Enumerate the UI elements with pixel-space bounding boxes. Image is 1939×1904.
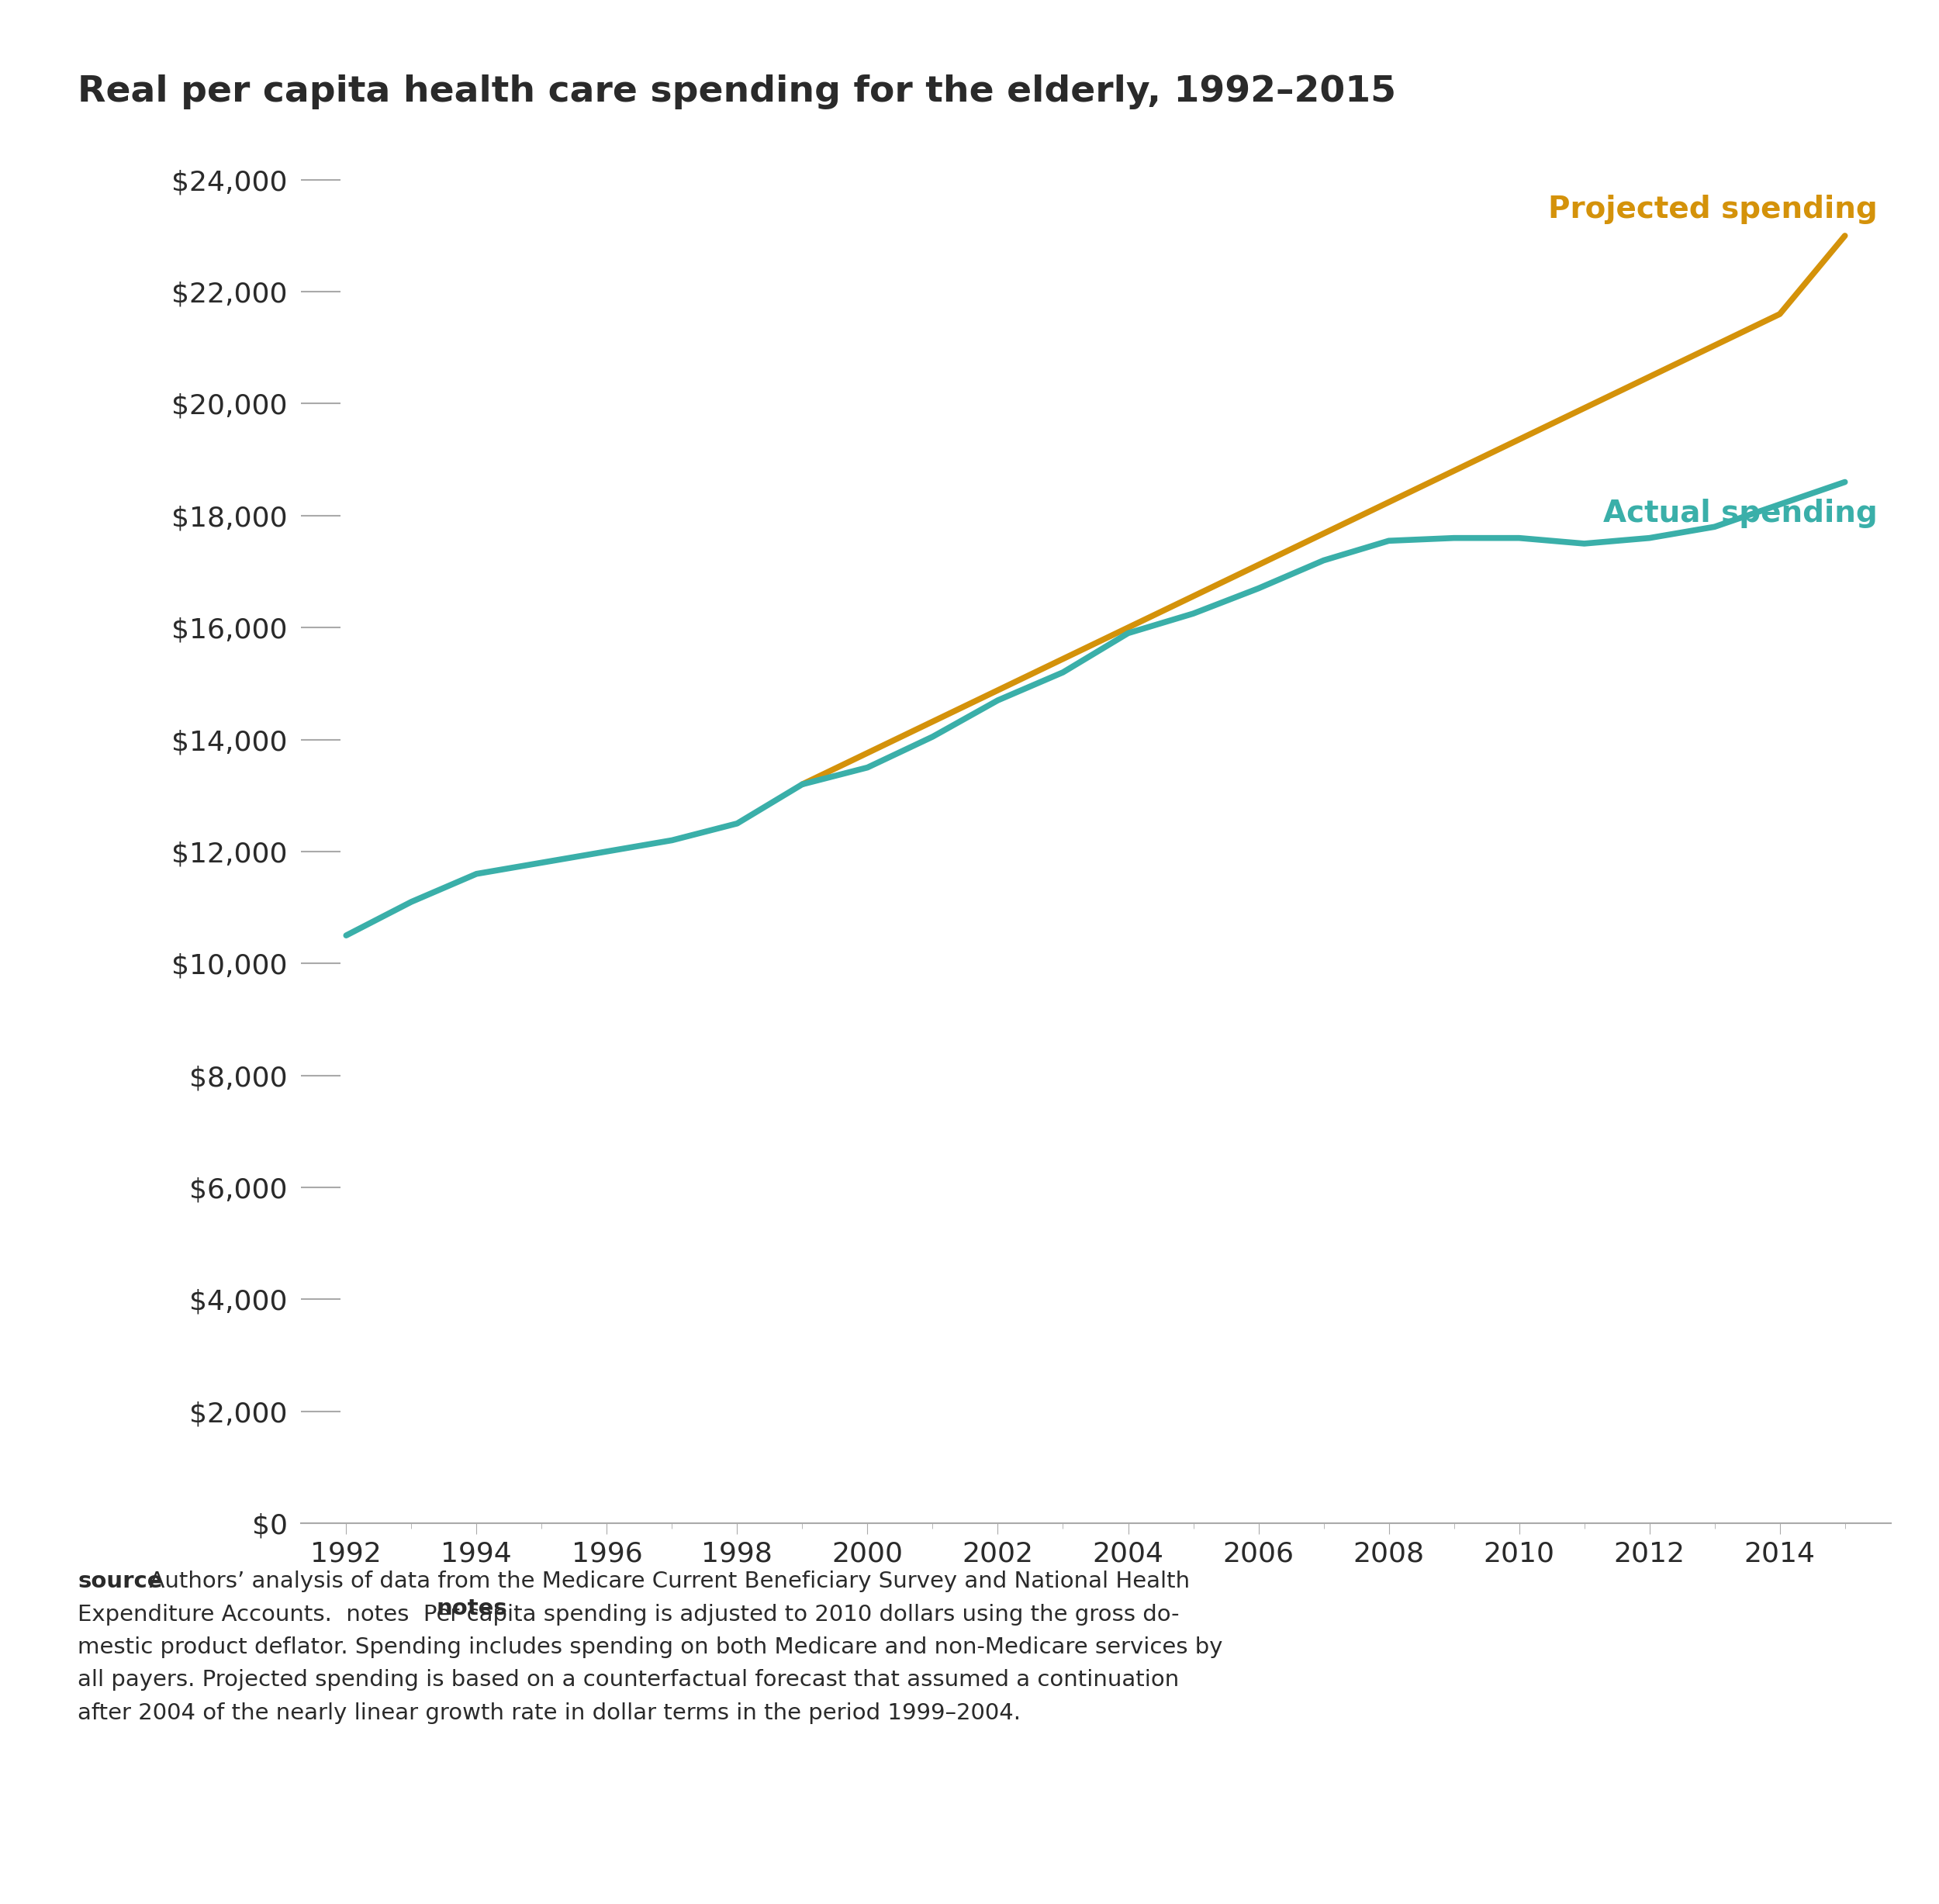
Text: source: source [78,1571,163,1592]
Text: notes: notes [436,1597,508,1620]
Text: Real per capita health care spending for the elderly, 1992–2015: Real per capita health care spending for… [78,74,1396,109]
Text: Authors’ analysis of data from the Medicare Current Beneficiary Survey and Natio: Authors’ analysis of data from the Medic… [78,1571,1224,1723]
Text: Projected spending: Projected spending [1547,194,1877,225]
Text: Actual spending: Actual spending [1604,499,1877,527]
